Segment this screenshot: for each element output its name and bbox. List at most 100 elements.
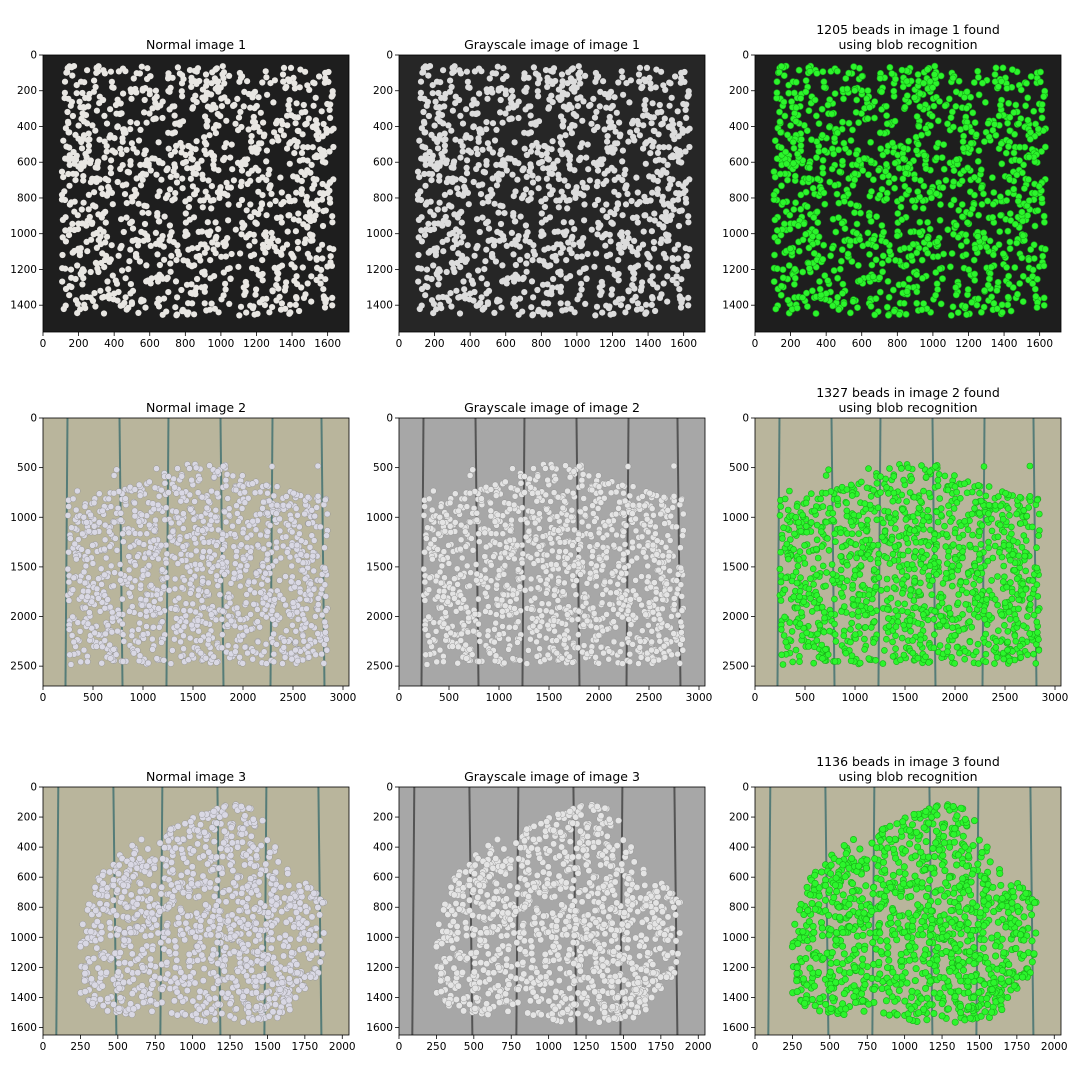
axes-frame bbox=[42, 417, 350, 687]
x-tick-label: 1750 bbox=[647, 1041, 674, 1053]
x-tick-label: 1500 bbox=[966, 1041, 993, 1053]
photo bbox=[755, 417, 1061, 687]
y-tick-label: 2500 bbox=[10, 661, 37, 673]
y-tick-label: 200 bbox=[373, 812, 393, 824]
panel-title: 1327 beads in image 2 found bbox=[816, 385, 1000, 400]
x-tick-label: 1000 bbox=[842, 692, 869, 704]
y-tick-label: 400 bbox=[17, 842, 37, 854]
y-tick-label: 1200 bbox=[722, 962, 749, 974]
photo bbox=[755, 55, 1061, 332]
x-tick-label: 800 bbox=[531, 338, 551, 350]
x-tick-label: 0 bbox=[396, 1041, 403, 1053]
x-tick-label: 600 bbox=[852, 338, 872, 350]
x-tick-label: 3000 bbox=[330, 692, 357, 704]
x-tick-label: 500 bbox=[464, 1041, 484, 1053]
x-tick-label: 200 bbox=[425, 338, 445, 350]
x-tick-label: 2500 bbox=[636, 692, 663, 704]
y-tick-label: 0 bbox=[30, 413, 37, 425]
photo bbox=[399, 417, 705, 687]
x-tick-label: 2000 bbox=[586, 692, 613, 704]
x-tick-label: 1000 bbox=[564, 338, 591, 350]
y-tick-label: 400 bbox=[729, 842, 749, 854]
panel-r3-c2: Grayscale image of image 3 0 250 500 750 1000… bbox=[366, 769, 711, 1053]
panel-title: Grayscale image of image 3 bbox=[464, 769, 640, 784]
y-tick-label: 600 bbox=[729, 157, 749, 169]
x-tick-label: 400 bbox=[460, 338, 480, 350]
y-tick-label: 0 bbox=[30, 782, 37, 794]
y-tick-label: 600 bbox=[17, 872, 37, 884]
panel-title: using blob recognition bbox=[838, 769, 977, 784]
axes-frame bbox=[398, 417, 706, 687]
panel-title: using blob recognition bbox=[838, 400, 977, 415]
panel-title: 1205 beads in image 1 found bbox=[816, 22, 1000, 37]
x-tick-label: 400 bbox=[104, 338, 124, 350]
axes-frame bbox=[398, 786, 706, 1036]
y-tick-label: 600 bbox=[729, 872, 749, 884]
y-tick-label: 1200 bbox=[722, 264, 749, 276]
panel-title: Normal image 3 bbox=[146, 769, 246, 784]
x-tick-label: 1000 bbox=[535, 1041, 562, 1053]
x-tick-label: 750 bbox=[145, 1041, 165, 1053]
y-tick-label: 2500 bbox=[366, 661, 393, 673]
y-tick-label: 1600 bbox=[722, 1022, 749, 1034]
panel-title: 1136 beads in image 3 found bbox=[816, 754, 1000, 769]
y-tick-label: 800 bbox=[373, 902, 393, 914]
y-tick-label: 800 bbox=[729, 902, 749, 914]
x-tick-label: 1200 bbox=[243, 338, 270, 350]
y-tick-label: 0 bbox=[386, 413, 393, 425]
y-tick-label: 1200 bbox=[366, 962, 393, 974]
y-tick-label: 1400 bbox=[366, 300, 393, 312]
x-tick-label: 1600 bbox=[1026, 338, 1053, 350]
x-tick-label: 1000 bbox=[208, 338, 235, 350]
x-tick-label: 800 bbox=[887, 338, 907, 350]
panel-title: Normal image 1 bbox=[146, 37, 246, 52]
y-tick-label: 600 bbox=[373, 157, 393, 169]
axes-frame bbox=[754, 417, 1062, 687]
y-tick-label: 1400 bbox=[10, 992, 37, 1004]
y-tick-label: 400 bbox=[729, 121, 749, 133]
y-tick-label: 0 bbox=[742, 413, 749, 425]
x-tick-label: 3000 bbox=[686, 692, 713, 704]
y-tick-label: 0 bbox=[742, 782, 749, 794]
y-tick-label: 0 bbox=[386, 50, 393, 62]
y-tick-label: 800 bbox=[729, 192, 749, 204]
x-tick-label: 1200 bbox=[955, 338, 982, 350]
photo bbox=[43, 786, 349, 1036]
photo bbox=[755, 786, 1061, 1036]
x-tick-label: 1000 bbox=[130, 692, 157, 704]
photo bbox=[399, 786, 705, 1036]
x-tick-label: 1500 bbox=[892, 692, 919, 704]
x-tick-label: 2000 bbox=[1041, 1041, 1068, 1053]
y-tick-label: 500 bbox=[729, 462, 749, 474]
y-tick-label: 1200 bbox=[10, 962, 37, 974]
axes-frame bbox=[42, 54, 350, 333]
x-tick-label: 1250 bbox=[929, 1041, 956, 1053]
panel-r2-c1: Normal image 2 0 500 1000 1500 2000 2500 3000 0 5… bbox=[10, 400, 356, 704]
x-tick-label: 2500 bbox=[280, 692, 307, 704]
x-tick-label: 1500 bbox=[180, 692, 207, 704]
y-tick-label: 1000 bbox=[10, 512, 37, 524]
y-tick-label: 800 bbox=[17, 192, 37, 204]
panel-r3-c1: Normal image 3 0 250 500 750 1000 1250 1500 1750… bbox=[10, 769, 355, 1053]
y-tick-label: 1200 bbox=[10, 264, 37, 276]
x-tick-label: 250 bbox=[426, 1041, 446, 1053]
x-tick-label: 0 bbox=[396, 692, 403, 704]
y-tick-label: 200 bbox=[373, 85, 393, 97]
x-tick-label: 1500 bbox=[254, 1041, 281, 1053]
y-tick-label: 200 bbox=[17, 812, 37, 824]
x-tick-label: 1000 bbox=[920, 338, 947, 350]
y-tick-label: 400 bbox=[373, 842, 393, 854]
x-tick-label: 250 bbox=[782, 1041, 802, 1053]
x-tick-label: 0 bbox=[396, 338, 403, 350]
x-tick-label: 1000 bbox=[486, 692, 513, 704]
x-tick-label: 0 bbox=[40, 338, 47, 350]
y-tick-label: 1500 bbox=[366, 561, 393, 573]
x-tick-label: 600 bbox=[496, 338, 516, 350]
x-tick-label: 1000 bbox=[891, 1041, 918, 1053]
x-tick-label: 500 bbox=[795, 692, 815, 704]
x-tick-label: 1400 bbox=[635, 338, 662, 350]
axes-frame bbox=[754, 54, 1062, 333]
y-tick-label: 400 bbox=[373, 121, 393, 133]
